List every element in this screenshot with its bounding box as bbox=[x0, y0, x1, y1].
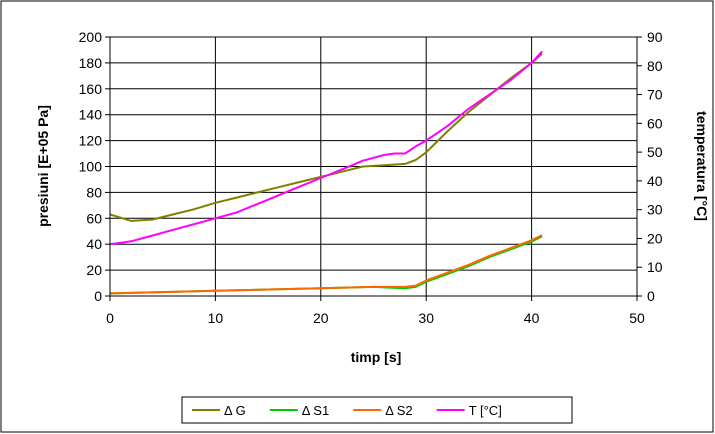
y2-tick-label: 50 bbox=[647, 144, 663, 160]
legend-items: Δ G Δ S1 Δ S2 T [°C] bbox=[192, 403, 502, 418]
x-tick-label: 40 bbox=[524, 310, 540, 326]
legend-label-3: T [°C] bbox=[469, 403, 502, 418]
y2-tick-label: 10 bbox=[647, 259, 663, 275]
y-tick-label: 180 bbox=[79, 55, 103, 71]
y-tick-label: 120 bbox=[79, 133, 103, 149]
series-line-2 bbox=[109, 234, 543, 295]
y2-tick-label: 40 bbox=[647, 173, 663, 189]
series-line-0 bbox=[109, 53, 543, 222]
x-tick-label: 20 bbox=[313, 310, 329, 326]
y2-tick-label: 30 bbox=[647, 202, 663, 218]
y2-tick-label: 60 bbox=[647, 115, 663, 131]
y2-tick-label: 0 bbox=[647, 288, 655, 304]
y-tick-label: 40 bbox=[86, 236, 102, 252]
legend-label-2: Δ S2 bbox=[385, 403, 412, 418]
y2-tick-label: 20 bbox=[647, 230, 663, 246]
legend-label-0: Δ G bbox=[224, 403, 246, 418]
y-tick-label: 160 bbox=[79, 81, 103, 97]
y-tick-label: 80 bbox=[86, 184, 102, 200]
y2-tick-label: 70 bbox=[647, 87, 663, 103]
series-layer bbox=[109, 50, 543, 295]
x-axis-title: timp [s] bbox=[351, 349, 402, 365]
y2-tick-label: 80 bbox=[647, 58, 663, 74]
y2-axis-title: temperatura [°C] bbox=[694, 111, 710, 221]
y-tick-label: 140 bbox=[79, 107, 103, 123]
y-tick-label: 100 bbox=[79, 159, 103, 175]
series-line-3 bbox=[109, 50, 543, 246]
legend-label-1: Δ S1 bbox=[302, 403, 329, 418]
y-axis-title: presiuni [E+05 Pa] bbox=[35, 105, 51, 227]
y-tick-label: 0 bbox=[94, 288, 102, 304]
x-tick-label: 0 bbox=[106, 310, 114, 326]
y-tick-label: 60 bbox=[86, 210, 102, 226]
y-tick-label: 200 bbox=[79, 29, 103, 45]
legend: Δ G Δ S1 Δ S2 T [°C] bbox=[181, 396, 573, 424]
x-tick-label: 10 bbox=[208, 310, 224, 326]
x-tick-label: 30 bbox=[418, 310, 434, 326]
axis-layer bbox=[105, 36, 642, 301]
y2-tick-label: 90 bbox=[647, 29, 663, 45]
x-tick-label: 50 bbox=[629, 310, 645, 326]
y-tick-label: 20 bbox=[86, 262, 102, 278]
